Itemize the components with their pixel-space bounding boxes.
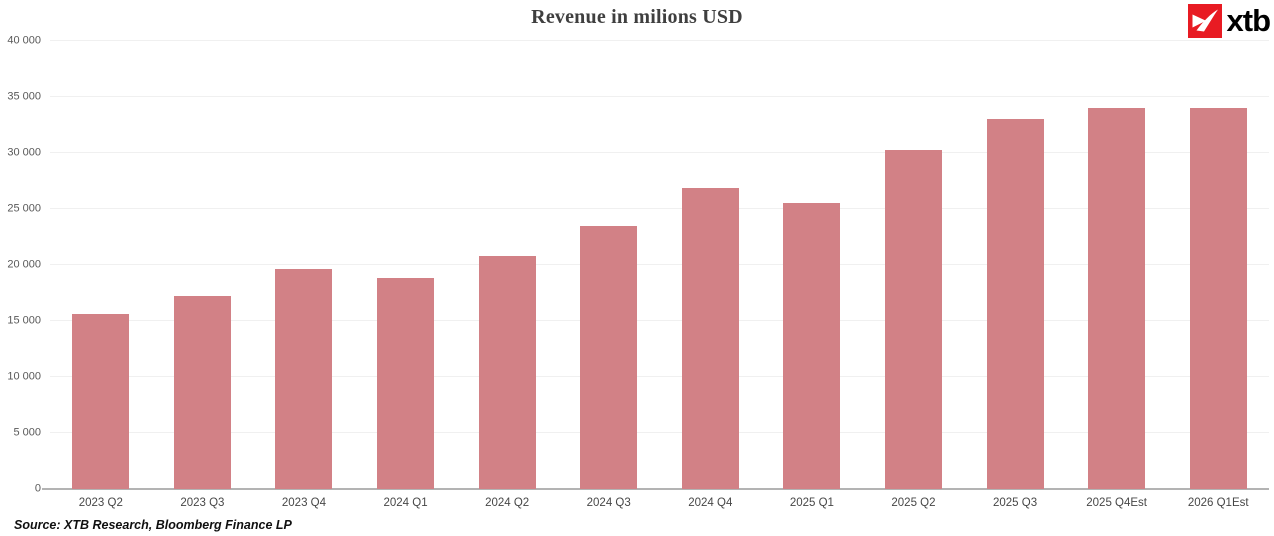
chart-title: Revenue in milions USD	[531, 6, 743, 28]
y-axis-tick-label: 10 000	[7, 370, 41, 383]
xtb-logo: xtb	[1187, 3, 1271, 38]
x-axis-tick-label: 2024 Q3	[586, 497, 631, 509]
y-axis-tick-label: 30 000	[7, 146, 41, 159]
source-note: Source: XTB Research, Bloomberg Finance …	[14, 518, 292, 532]
gridline-10000	[50, 376, 1269, 377]
gridline-5000	[50, 432, 1269, 433]
x-axis-tick-label: 2025 Q2	[891, 497, 936, 509]
x-axis-tick-label: 2024 Q2	[485, 497, 530, 509]
bar-2024-q3	[580, 226, 638, 489]
bar-2025-q3	[986, 118, 1044, 489]
bar-2025-q2	[884, 149, 942, 489]
y-axis-tick-label: 20 000	[7, 258, 41, 271]
x-axis-tick-label: 2025 Q1	[789, 497, 834, 509]
x-axis-tick-label: 2023 Q3	[180, 497, 225, 509]
bar-2024-q2	[478, 256, 536, 489]
x-axis-tick-label: 2024 Q4	[688, 497, 733, 509]
y-axis-tick-label: 40 000	[7, 34, 41, 47]
x-axis-tick-label: 2023 Q2	[78, 497, 123, 509]
y-axis-tick-label: 0	[34, 482, 41, 495]
xtb-x-mark-icon	[1187, 4, 1222, 38]
xtb-logo-text: xtb	[1226, 3, 1271, 38]
gridline-15000	[50, 320, 1269, 321]
x-axis-tick-label: 2025 Q4Est	[1086, 497, 1147, 509]
bar-2023-q3	[173, 295, 231, 489]
gridline-30000	[50, 152, 1269, 153]
x-axis-tick-label: 2023 Q4	[281, 497, 327, 509]
bar-2026-q1est	[1189, 108, 1247, 489]
y-axis-tick-label: 25 000	[7, 202, 41, 215]
gridline-20000	[50, 264, 1269, 265]
y-axis-tick-label: 5 000	[13, 426, 41, 439]
bar-2024-q1	[377, 277, 435, 489]
gridline-25000	[50, 208, 1269, 209]
x-axis-tick-label: 2025 Q3	[992, 497, 1038, 509]
bar-2023-q4	[275, 268, 333, 489]
bar-2024-q4	[681, 187, 739, 489]
x-axis-line	[42, 488, 1269, 490]
bar-2025-q4est	[1088, 108, 1146, 489]
y-axis-tick-label: 35 000	[7, 90, 41, 103]
gridline-40000	[50, 40, 1269, 41]
bar-2023-q2	[72, 314, 130, 489]
x-axis-tick-label: 2026 Q1Est	[1187, 497, 1249, 509]
y-axis-tick-label: 15 000	[7, 314, 41, 327]
bar-2025-q1	[783, 202, 841, 489]
x-axis-tick-label: 2024 Q1	[383, 497, 428, 509]
plot-area: 0 5 000 10 000 15 000 20 000 25 000 30 000 35 0…	[7, 35, 1269, 509]
gridline-35000	[50, 96, 1269, 97]
